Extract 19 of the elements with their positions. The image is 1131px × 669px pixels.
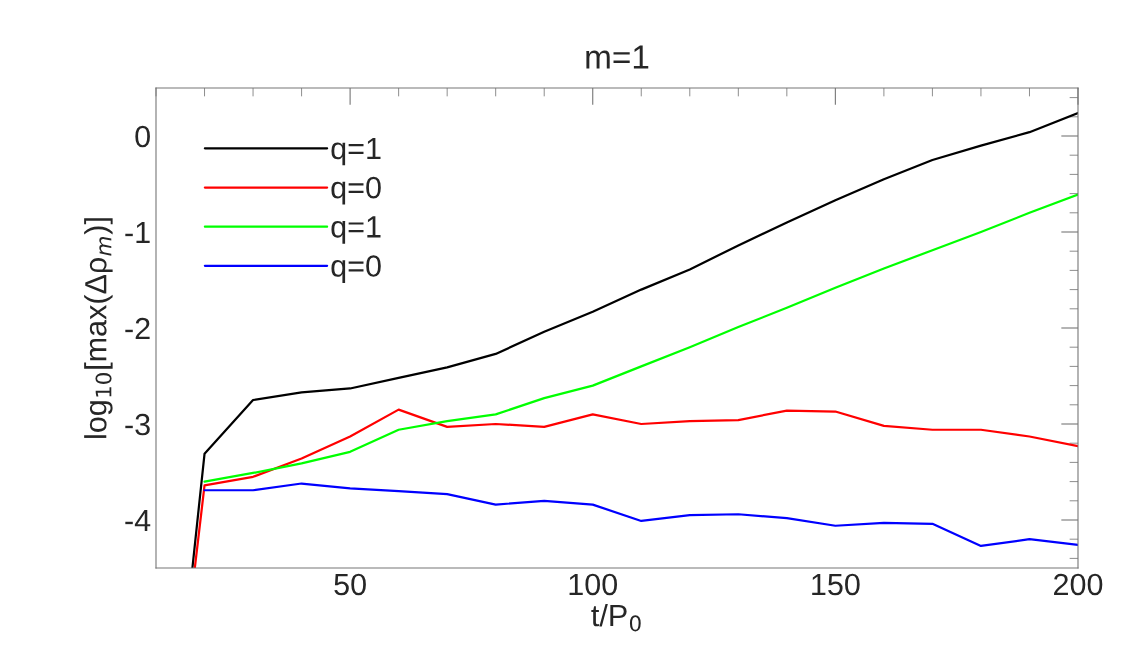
x-tick-label: 100 [569,573,618,596]
legend-label: q=1 [331,216,381,244]
line-series [191,111,1078,568]
x-tick-label: 50 [334,573,366,596]
legend-label: q=0 [331,176,381,205]
y-tick-label: -2 [125,317,150,340]
y-axis-title: log$_{10}$[max(Δρ$_{m}$)] [84,218,113,438]
y-tick-label: -3 [125,413,150,436]
legend-label: q=1 [331,138,381,166]
line-series [203,482,1078,548]
y-tick-label: 0 [135,125,150,148]
x-tick-label: 200 [1054,573,1103,596]
x-tick-label: 150 [812,573,860,596]
y-tick-label: -4 [125,510,151,532]
x-axis-title: t/P$_{0}$ [591,603,641,632]
chart-title: m=1 [586,45,649,69]
y-tick-label: -1 [125,222,150,244]
line-series [193,408,1078,568]
legend-label: q=0 [331,255,381,283]
